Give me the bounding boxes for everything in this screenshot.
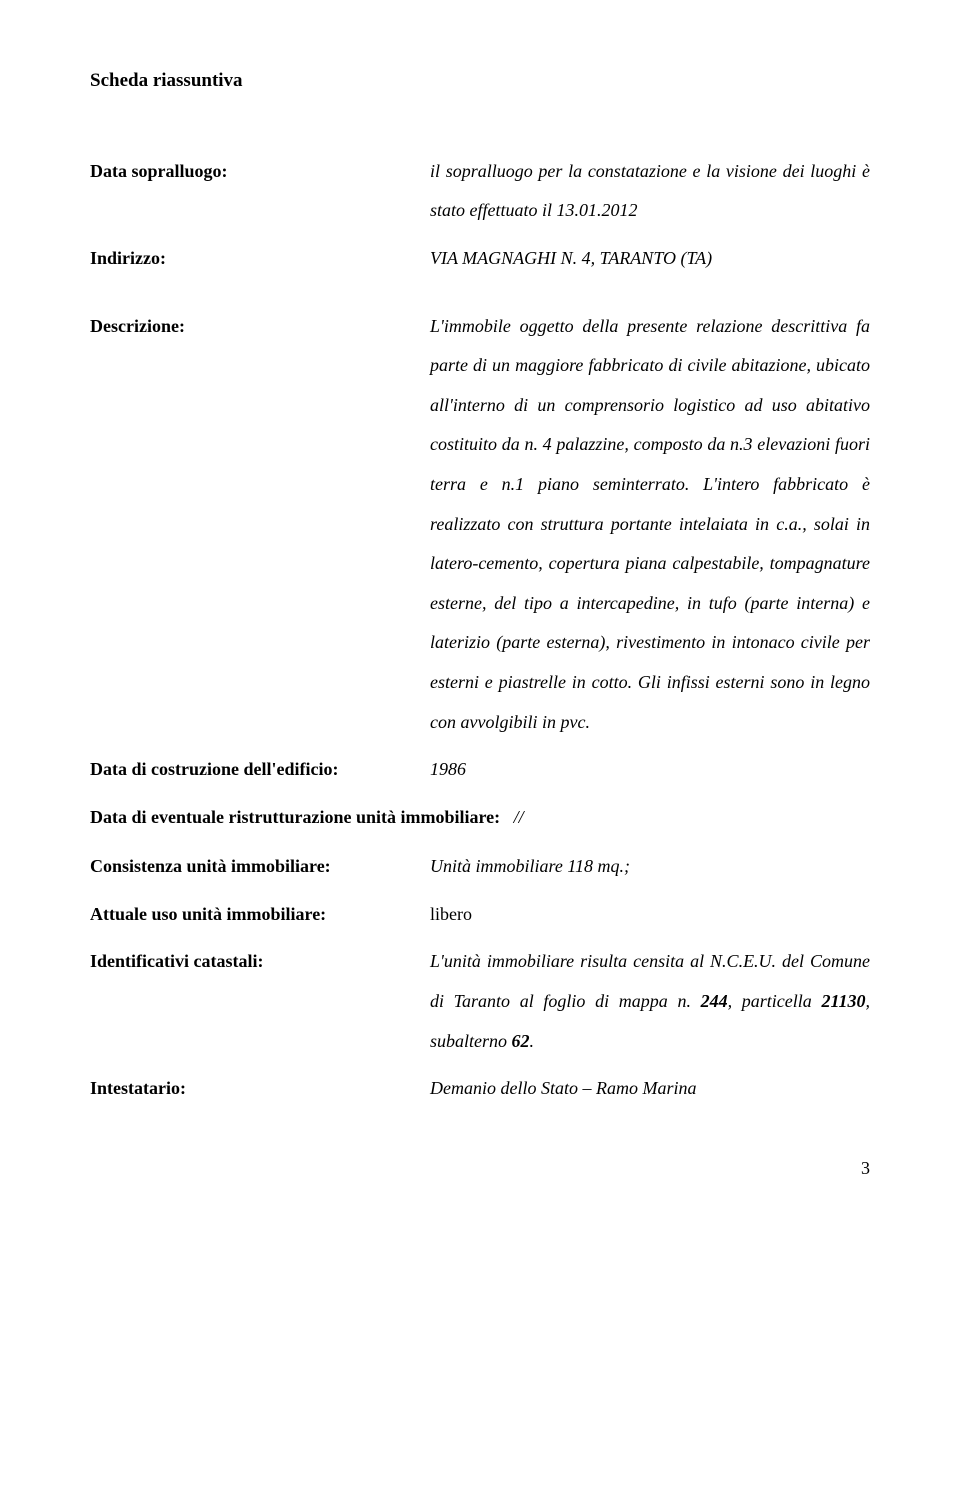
row-descrizione: Descrizione: L'immobile oggetto della pr…	[90, 307, 870, 743]
value-data-ristrutturazione: //	[514, 807, 524, 827]
value-identificativi: L'unità immobiliare risulta censita al N…	[430, 942, 870, 1061]
row-data-sopralluogo: Data sopralluogo: il sopralluogo per la …	[90, 152, 870, 231]
label-indirizzo: Indirizzo:	[90, 239, 430, 279]
label-attuale-uso: Attuale uso unità immobiliare:	[90, 895, 430, 935]
row-consistenza: Consistenza unità immobiliare: Unità imm…	[90, 847, 870, 887]
value-intestatario: Demanio dello Stato – Ramo Marina	[430, 1069, 870, 1109]
label-descrizione: Descrizione:	[90, 307, 430, 347]
page-number: 3	[90, 1149, 870, 1189]
label-data-ristrutturazione: Data di eventuale ristrutturazione unità…	[90, 798, 524, 838]
row-data-ristrutturazione: Data di eventuale ristrutturazione unità…	[90, 798, 870, 838]
row-indirizzo: Indirizzo: VIA MAGNAGHI N. 4, TARANTO (T…	[90, 239, 870, 279]
label-intestatario: Intestatario:	[90, 1069, 430, 1109]
row-identificativi: Identificativi catastali: L'unità immobi…	[90, 942, 870, 1061]
value-consistenza: Unità immobiliare 118 mq.;	[430, 847, 870, 887]
row-intestatario: Intestatario: Demanio dello Stato – Ramo…	[90, 1069, 870, 1109]
label-data-sopralluogo: Data sopralluogo:	[90, 152, 430, 192]
value-data-costruzione: 1986	[430, 750, 870, 790]
value-data-sopralluogo: il sopralluogo per la constatazione e la…	[430, 152, 870, 231]
page-title: Scheda riassuntiva	[90, 60, 870, 102]
value-attuale-uso: libero	[430, 895, 870, 935]
label-data-costruzione: Data di costruzione dell'edificio:	[90, 750, 430, 790]
label-identificativi: Identificativi catastali:	[90, 942, 430, 982]
label-consistenza: Consistenza unità immobiliare:	[90, 847, 430, 887]
value-indirizzo: VIA MAGNAGHI N. 4, TARANTO (TA)	[430, 239, 870, 279]
row-data-costruzione: Data di costruzione dell'edificio: 1986	[90, 750, 870, 790]
value-descrizione: L'immobile oggetto della presente relazi…	[430, 307, 870, 743]
row-attuale-uso: Attuale uso unità immobiliare: libero	[90, 895, 870, 935]
